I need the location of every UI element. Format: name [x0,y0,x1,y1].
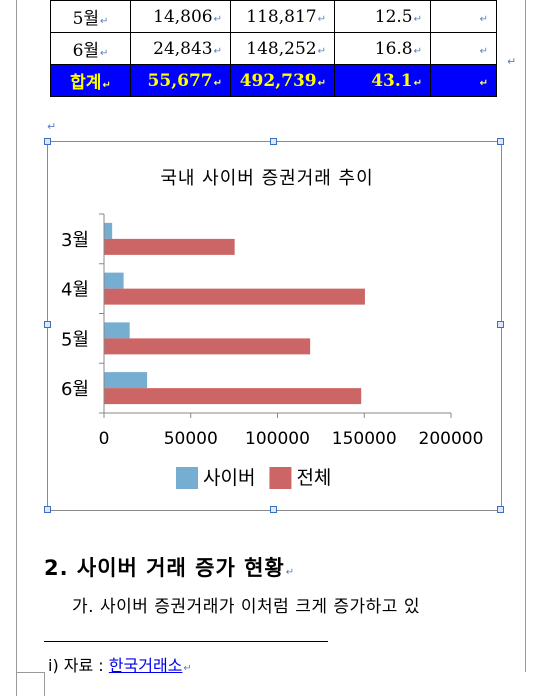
ratio-cell: 16.8 [374,38,413,59]
legend-swatch-전체 [269,467,292,489]
ratio-cell: 12.5 [374,6,413,27]
bar-전체-5월 [104,338,311,355]
x-tick-label: 0 [99,429,110,449]
x-tick-label: 200000 [419,429,484,449]
table-row: 6월↵ 24,843↵ 148,252↵ 16.8↵ ↵ [50,32,497,65]
bar-사이버-3월 [104,222,113,239]
paragraph-mark: ↵ [47,120,57,133]
resize-handle-bottom-left[interactable] [44,506,51,513]
legend-label: 사이버 [203,467,255,489]
total-cell: 118,817 [246,6,317,27]
bar-사이버-5월 [104,322,130,339]
paragraph-mark: ↵ [507,55,517,68]
table-sum-row: 합계↵ 55,677↵ 492,739↵ 43.1↵ ↵ [50,64,497,97]
resize-handle-right[interactable] [497,321,504,328]
page-margin-right [525,0,526,672]
total-cell: 148,252 [246,38,317,59]
resize-handle-bottom[interactable] [270,506,277,513]
resize-handle-bottom-right[interactable] [497,506,504,513]
bar-사이버-6월 [104,372,148,389]
x-tick-label: 100000 [245,429,310,449]
chart-object[interactable]: 국내 사이버 증권거래 추이 3월 4월 5월 6월 0 50000 100000 15000… [47,141,502,511]
bar-전체-3월 [104,238,235,255]
plot-area: 3월 4월 5월 6월 0 50000 100000 150000 200000 사이버 전체 [61,213,484,489]
footnote: i) 자료 : 한국거래소↵ [48,656,192,675]
bar-사이버-4월 [104,272,124,289]
month-cell: 6월 [72,41,100,61]
category-label: 6월 [61,379,89,400]
bar-전체-6월 [104,388,362,405]
footnote-link[interactable]: 한국거래소 [108,656,183,675]
page-margin-left [16,0,17,696]
resize-handle-top-left[interactable] [44,138,51,145]
sum-cyber: 55,677 [147,70,213,91]
sum-ratio: 43.1 [371,70,413,91]
legend-label: 전체 [296,467,331,489]
page-corner-v [44,672,45,696]
footnote-rule [44,641,328,642]
body-paragraph: 가. 사이버 증권거래가 이처럼 크게 증가하고 있 [72,597,420,617]
resize-handle-top-right[interactable] [497,138,504,145]
bar-전체-4월 [104,288,365,305]
category-label: 3월 [61,230,89,251]
sum-label: 합계 [70,73,102,93]
table-row: 5월↵ 14,806↵ 118,817↵ 12.5↵ ↵ [50,0,497,33]
footnote-prefix: i) 자료 : [48,656,109,675]
category-label: 4월 [61,280,89,301]
category-label: 5월 [61,329,89,350]
resize-handle-left[interactable] [44,321,51,328]
section-heading: 2. 사이버 거래 증가 현황↵ [44,556,296,580]
resize-handle-top[interactable] [270,138,277,145]
month-cell: 5월 [72,9,100,29]
x-tick-label: 150000 [332,429,397,449]
bar-chart: 국내 사이버 증권거래 추이 3월 4월 5월 6월 0 50000 100000 15000… [61,168,484,489]
sum-total: 492,739 [239,70,317,91]
cyber-cell: 14,806 [153,6,213,27]
cyber-cell: 24,843 [153,38,213,59]
legend-swatch-사이버 [176,467,198,489]
page-corner-h [16,672,44,673]
trade-table: 5월↵ 14,806↵ 118,817↵ 12.5↵ ↵ 6월↵ 24,843↵… [50,0,497,97]
chart-title: 국내 사이버 증권거래 추이 [160,168,373,189]
x-tick-label: 50000 [164,429,218,449]
